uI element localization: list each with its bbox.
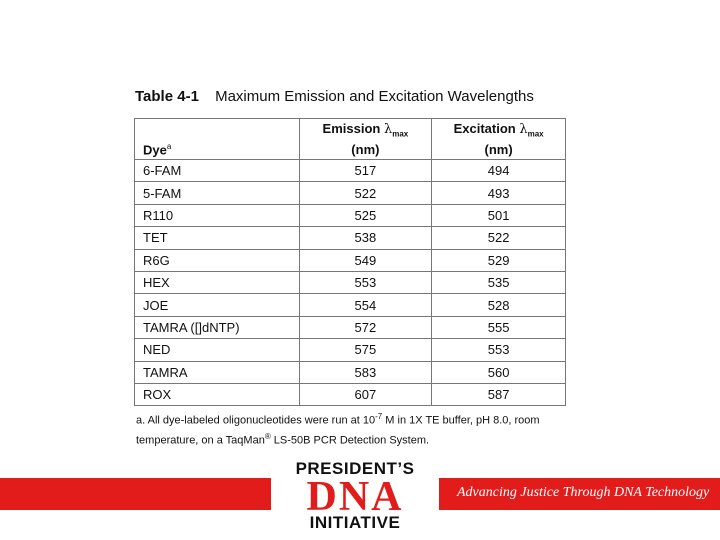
excitation-cell: 528: [431, 293, 566, 317]
header-dye: Dyea: [134, 118, 300, 160]
table-number: Table 4-1: [135, 88, 199, 105]
excitation-cell: 553: [431, 338, 566, 362]
excitation-cell: 494: [431, 158, 566, 183]
excitation-cell: 555: [431, 315, 566, 340]
dye-cell: JOE: [134, 293, 300, 317]
table-body: 6-FAM 517 494 5-FAM 522 493 R110 525 501 TET 538 52…: [134, 158, 566, 407]
dye-cell: HEX: [134, 270, 300, 295]
emission-cell: 554: [298, 293, 433, 317]
table-header-row: Dyea Emission λmax (nm) Excitation λmax …: [134, 118, 566, 160]
excitation-cell: 501: [431, 203, 566, 228]
dye-cell: 6-FAM: [134, 158, 300, 183]
emission-cell: 522: [298, 181, 433, 205]
dye-cell: ROX: [134, 382, 300, 407]
excitation-cell: 560: [431, 360, 566, 384]
emission-cell: 553: [298, 270, 433, 295]
excitation-cell: 535: [431, 270, 566, 295]
dye-cell: TAMRA: [134, 360, 300, 384]
table-row: ROX 607 587: [134, 382, 566, 407]
logo-line-initiative: INITIATIVE: [309, 513, 401, 532]
table-row: R110 525 501: [134, 203, 566, 228]
dye-cell: TAMRA ([]dNTP): [134, 315, 300, 340]
emission-cell: 583: [298, 360, 433, 384]
dye-cell: R6G: [134, 248, 300, 272]
emission-cell: 525: [298, 203, 433, 228]
table-row: TAMRA 583 560: [134, 360, 566, 384]
excitation-cell: 493: [431, 181, 566, 205]
logo-line-presidents: PRESIDENT’S: [295, 459, 415, 478]
emission-cell: 517: [298, 158, 433, 183]
dye-cell: TET: [134, 226, 300, 250]
excitation-cell: 587: [431, 382, 566, 407]
table-footnote: a. All dye-labeled oligonucleotides were…: [136, 412, 540, 447]
dye-cell: NED: [134, 338, 300, 362]
emission-cell: 538: [298, 226, 433, 250]
excitation-cell: 522: [431, 226, 566, 250]
table-row: TAMRA ([]dNTP) 572 555: [134, 315, 566, 340]
table-row: HEX 553 535: [134, 270, 566, 295]
header-excitation: Excitation λmax (nm): [431, 118, 566, 160]
excitation-cell: 529: [431, 248, 566, 272]
table-row: 6-FAM 517 494: [134, 158, 566, 183]
table-row: NED 575 553: [134, 338, 566, 362]
emission-cell: 572: [298, 315, 433, 340]
table-caption: Table 4-1 Maximum Emission and Excitatio…: [135, 88, 534, 105]
dye-cell: 5-FAM: [134, 181, 300, 205]
dye-cell: R110: [134, 203, 300, 228]
table-row: TET 538 522: [134, 226, 566, 250]
emission-cell: 607: [298, 382, 433, 407]
logo-line-dna: DNA: [306, 474, 404, 520]
emission-cell: 549: [298, 248, 433, 272]
table-row: R6G 549 529: [134, 248, 566, 272]
header-emission: Emission λmax (nm): [298, 118, 433, 160]
footer-tagline: Advancing Justice Through DNA Technology: [457, 485, 710, 500]
table-row: 5-FAM 522 493: [134, 181, 566, 205]
wavelength-table: Dyea Emission λmax (nm) Excitation λmax …: [134, 118, 566, 407]
table-row: JOE 554 528: [134, 293, 566, 317]
presidents-dna-initiative-logo: PRESIDENT’S DNA INITIATIVE: [271, 458, 439, 532]
table-title: Maximum Emission and Excitation Waveleng…: [215, 88, 534, 105]
emission-cell: 575: [298, 338, 433, 362]
